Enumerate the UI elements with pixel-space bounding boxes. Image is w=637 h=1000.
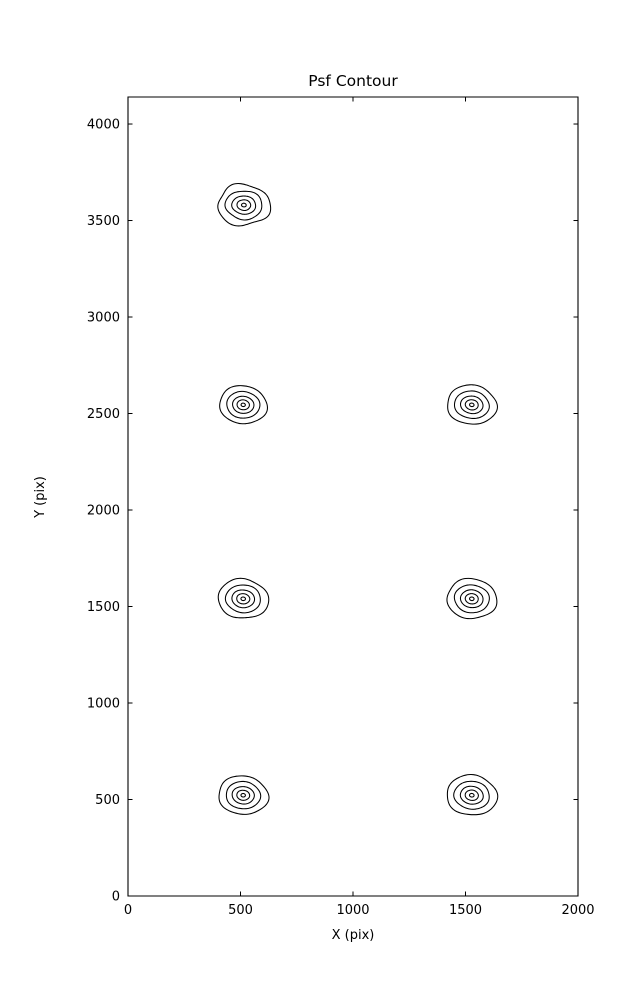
contour-level-2 [231,195,257,215]
contour-level-3 [464,789,479,801]
x-tick-label: 1000 [336,903,369,918]
y-tick-label: 1000 [87,697,120,712]
x-axis-ticks: 0 500 1000 1500 2000 [124,97,595,918]
contour-blob [217,182,272,227]
contour-level-0 [218,775,270,815]
contour-level-2 [231,786,255,805]
contour-level-0 [217,182,272,227]
contour-level-0 [447,384,498,425]
contour-level-2 [459,589,484,609]
contour-level-0 [219,385,268,425]
y-axis-ticks: 0 500 1000 1500 2000 2500 3000 3500 4000 [87,118,578,905]
contour-level-2 [232,395,255,414]
contour-level-3 [464,399,479,411]
x-axis-label: X (pix) [332,928,375,943]
contour-level-2 [459,785,484,805]
contour-level-4 [240,202,247,208]
contour-blob [446,774,499,816]
contour-level-3 [236,199,252,212]
contour-blob [219,385,268,425]
y-tick-label: 1500 [87,600,120,615]
contour-blob [446,577,498,620]
contour-level-1 [226,390,261,419]
contour-level-1 [453,584,490,614]
chart-title: Psf Contour [308,72,398,90]
contour-level-0 [446,577,498,620]
contour-level-3 [236,789,251,801]
contour-blob-group [217,182,499,816]
y-tick-label: 2000 [87,504,120,519]
contour-level-2 [231,589,256,609]
contour-blob [447,384,498,425]
axes-background [128,97,578,896]
x-tick-label: 500 [228,903,253,918]
contour-level-3 [236,399,250,411]
contour-level-4 [240,402,246,408]
contour-level-0 [446,774,499,816]
contour-level-1 [224,190,263,221]
contour-level-3 [236,593,251,605]
y-tick-label: 4000 [87,118,120,133]
contour-level-2 [460,395,484,415]
contour-level-1 [453,390,490,419]
contour-level-3 [464,593,479,605]
y-tick-label: 3500 [87,214,120,229]
contour-level-4 [469,402,475,408]
contour-level-4 [240,792,246,798]
contour-level-0 [217,577,270,619]
contour-level-4 [469,596,475,602]
contour-level-4 [468,792,475,798]
y-tick-label: 0 [112,890,120,905]
x-tick-label: 2000 [561,903,594,918]
contour-blob [218,775,270,815]
y-axis-label: Y (pix) [33,476,48,519]
x-tick-label: 0 [124,903,132,918]
y-tick-label: 2500 [87,407,120,422]
x-tick-label: 1500 [449,903,482,918]
contour-level-1 [225,780,262,810]
y-tick-label: 500 [95,793,120,808]
y-tick-label: 3000 [87,311,120,326]
contour-level-1 [224,584,261,614]
contour-blob [217,577,270,619]
contour-level-1 [453,780,490,810]
contour-level-4 [240,596,246,602]
